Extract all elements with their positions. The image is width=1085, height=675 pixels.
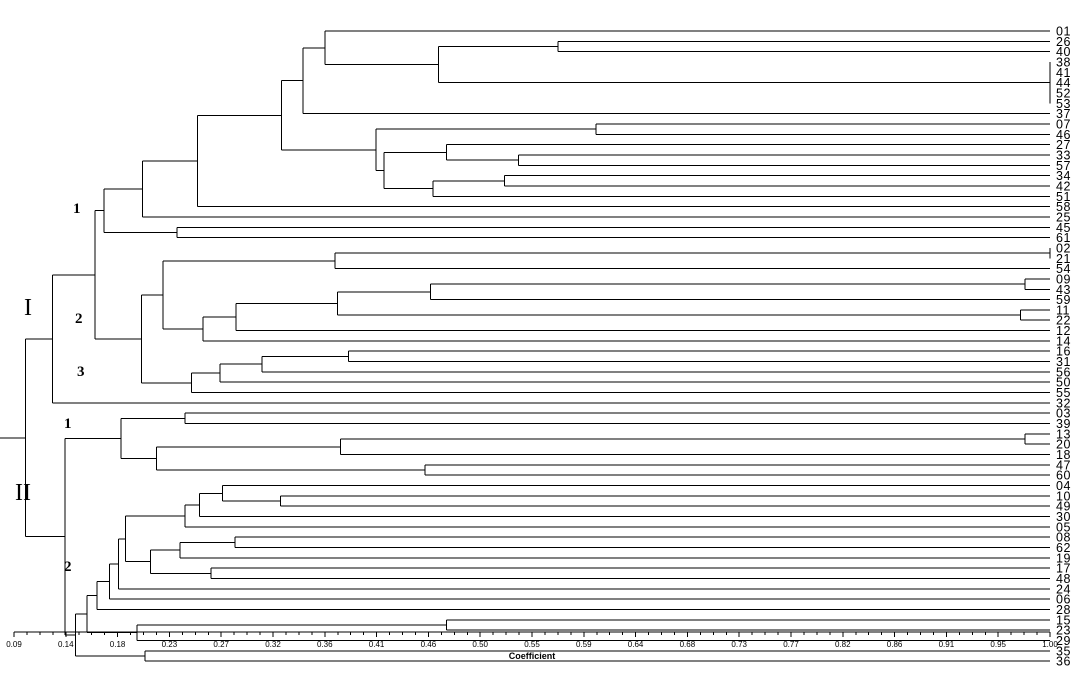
leaf-label: 36 — [1056, 655, 1071, 669]
tick-label: 0.73 — [731, 640, 747, 649]
leaf-label: 18 — [1056, 448, 1071, 462]
leaf-label: 03 — [1056, 407, 1071, 421]
tick-label: 0.36 — [317, 640, 333, 649]
leaf-label: 61 — [1056, 231, 1071, 245]
leaf-label: 46 — [1056, 128, 1071, 142]
leaf-label: 49 — [1056, 500, 1071, 514]
leaf-label: 15 — [1056, 613, 1071, 627]
tick-label: 0.46 — [421, 640, 437, 649]
leaf-label: 60 — [1056, 469, 1071, 483]
leaf-label: 45 — [1056, 221, 1071, 235]
leaf-label: 31 — [1056, 355, 1071, 369]
leaf-label: 14 — [1056, 334, 1071, 348]
leaf-label: 09 — [1056, 272, 1071, 286]
leaf-label: 38 — [1056, 55, 1071, 69]
leaf-label: 62 — [1056, 541, 1071, 555]
leaf-label: 37 — [1056, 107, 1071, 121]
leaf-label: 52 — [1056, 86, 1071, 100]
leaf-label: 12 — [1056, 324, 1071, 338]
leaf-label: 01 — [1056, 25, 1071, 39]
leaf-label: 16 — [1056, 345, 1071, 359]
leaf-label: 28 — [1056, 603, 1071, 617]
leaf-label: 27 — [1056, 138, 1071, 152]
leaf-label: 04 — [1056, 479, 1071, 493]
leaf-label: 08 — [1056, 531, 1071, 545]
leaf-label: 17 — [1056, 562, 1071, 576]
leaf-label: 13 — [1056, 427, 1071, 441]
tick-label: 0.77 — [783, 640, 799, 649]
leaf-label: 26 — [1056, 35, 1071, 49]
tick-label: 0.14 — [58, 640, 74, 649]
leaf-label: 44 — [1056, 76, 1071, 90]
tick-label: 0.64 — [628, 640, 644, 649]
leaf-label: 33 — [1056, 148, 1071, 162]
leaf-label: 05 — [1056, 520, 1071, 534]
tick-label: 0.59 — [576, 640, 592, 649]
cluster-label-II-1: 1 — [64, 416, 72, 432]
leaf-label: 11 — [1056, 303, 1070, 317]
leaf-label: 43 — [1056, 283, 1071, 297]
leaf-labels: 0126403841445253370746273357344251582545… — [1056, 25, 1071, 669]
leaf-label: 39 — [1056, 417, 1071, 431]
leaf-label: 25 — [1056, 210, 1071, 224]
leaf-label: 07 — [1056, 117, 1071, 131]
x-axis-title: Coefficient — [509, 651, 556, 661]
leaf-label: 57 — [1056, 159, 1071, 173]
tick-label: 0.27 — [213, 640, 229, 649]
cluster-label-II-2: 2 — [64, 559, 72, 575]
tick-label: 0.55 — [524, 640, 540, 649]
leaf-label: 51 — [1056, 190, 1071, 204]
tick-label: 1.00 — [1042, 640, 1058, 649]
tick-label: 0.68 — [680, 640, 696, 649]
tick-label: 0.82 — [835, 640, 851, 649]
leaf-label: 06 — [1056, 593, 1071, 607]
leaf-label: 54 — [1056, 262, 1071, 276]
leaf-label: 22 — [1056, 314, 1071, 328]
x-axis: 0.09 0.14 0.18 0.23 0.27 0.32 0.36 0.41 0.46 0.50… — [6, 631, 1058, 649]
leaf-label: 56 — [1056, 365, 1071, 379]
leaf-label: 23 — [1056, 624, 1071, 638]
dendrogram-branches — [0, 30, 1051, 662]
leaf-label: 40 — [1056, 45, 1071, 59]
leaf-label: 47 — [1056, 458, 1071, 472]
leaf-label: 35 — [1056, 644, 1071, 658]
leaf-label: 19 — [1056, 551, 1071, 565]
leaf-label: 48 — [1056, 572, 1071, 586]
leaf-label: 34 — [1056, 169, 1071, 183]
tick-label: 0.86 — [887, 640, 903, 649]
tick-label: 0.23 — [162, 640, 178, 649]
leaf-label: 41 — [1056, 66, 1071, 80]
leaf-label: 20 — [1056, 438, 1071, 452]
leaf-label: 02 — [1056, 241, 1071, 255]
leaf-label: 53 — [1056, 97, 1071, 111]
tick-label: 0.18 — [110, 640, 126, 649]
leaf-label: 42 — [1056, 179, 1071, 193]
cluster-label-I-2: 2 — [75, 311, 83, 327]
leaf-label: 10 — [1056, 489, 1071, 503]
leaf-label: 21 — [1056, 252, 1071, 266]
leaf-label: 24 — [1056, 582, 1071, 596]
tick-label: 0.50 — [472, 640, 488, 649]
group-label-II: II — [15, 480, 31, 506]
leaf-label: 55 — [1056, 386, 1071, 400]
tick-label: 0.41 — [369, 640, 385, 649]
cluster-label-I-3: 3 — [77, 364, 85, 380]
leaf-label: 58 — [1056, 200, 1071, 214]
cluster-label-I-1: 1 — [73, 201, 81, 217]
tick-label: 0.32 — [265, 640, 281, 649]
tick-label: 0.95 — [990, 640, 1006, 649]
leaf-label: 50 — [1056, 376, 1071, 390]
tick-label: 0.91 — [939, 640, 955, 649]
group-label-I: I — [24, 295, 32, 321]
leaf-label: 30 — [1056, 510, 1071, 524]
leaf-label: 32 — [1056, 396, 1071, 410]
tick-label: 0.09 — [6, 640, 22, 649]
leaf-label: 59 — [1056, 293, 1071, 307]
leaf-label: 29 — [1056, 634, 1071, 648]
x-axis-ticks: 0.09 0.14 0.18 0.23 0.27 0.32 0.36 0.41 0.46 0.50… — [6, 632, 1058, 649]
